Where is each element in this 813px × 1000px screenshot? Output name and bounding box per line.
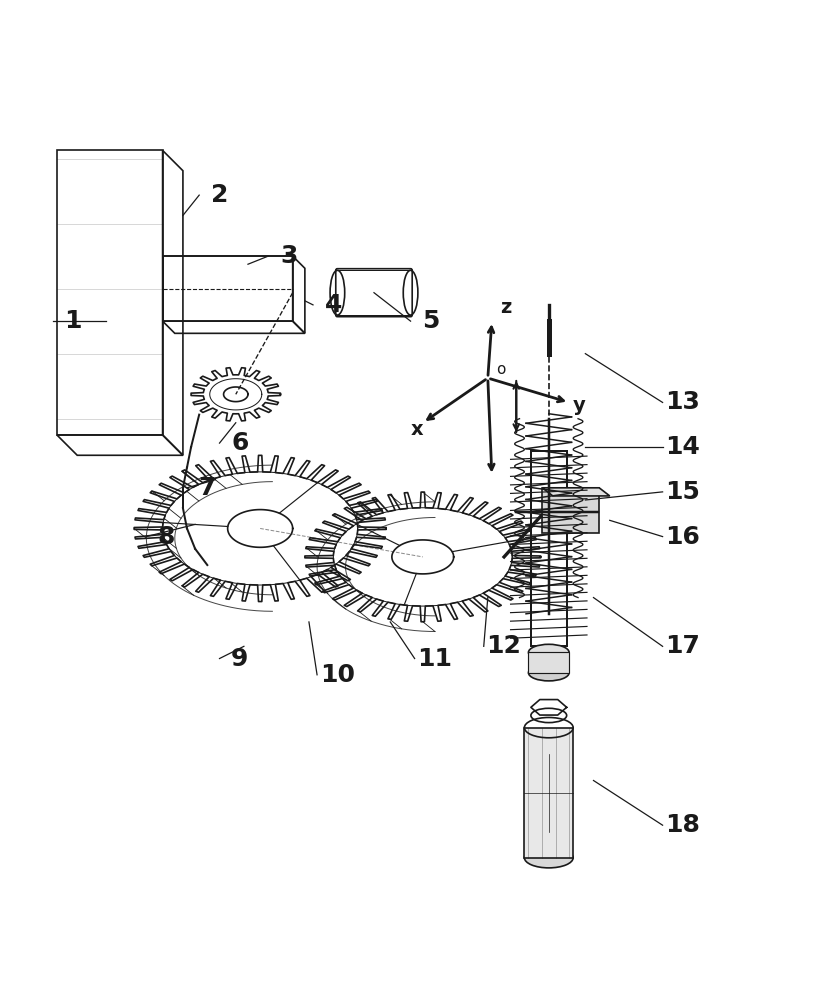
Text: 16: 16 — [666, 525, 700, 549]
Ellipse shape — [524, 848, 573, 868]
Bar — [528, 652, 569, 673]
Text: 10: 10 — [320, 663, 355, 687]
Text: z: z — [500, 298, 511, 317]
Bar — [524, 728, 573, 858]
Ellipse shape — [528, 644, 569, 661]
Text: 1: 1 — [64, 309, 82, 333]
Text: 18: 18 — [666, 813, 700, 837]
Text: 9: 9 — [231, 647, 249, 671]
Text: 11: 11 — [417, 647, 453, 671]
Text: 13: 13 — [666, 390, 700, 414]
Text: y: y — [573, 396, 586, 415]
Text: 5: 5 — [422, 309, 440, 333]
Text: 6: 6 — [231, 431, 249, 455]
Text: 3: 3 — [280, 244, 298, 268]
Ellipse shape — [528, 665, 569, 681]
Text: x: x — [411, 420, 424, 439]
Text: 15: 15 — [666, 480, 700, 504]
Polygon shape — [542, 488, 610, 496]
Text: 17: 17 — [666, 634, 700, 658]
Text: 4: 4 — [324, 293, 342, 317]
Text: 14: 14 — [666, 435, 700, 459]
Text: 7: 7 — [198, 476, 216, 500]
Text: 8: 8 — [158, 525, 176, 549]
Text: 2: 2 — [211, 183, 228, 207]
Text: 12: 12 — [487, 634, 521, 658]
Text: o: o — [496, 362, 506, 377]
Bar — [542, 488, 599, 533]
Bar — [531, 451, 567, 646]
